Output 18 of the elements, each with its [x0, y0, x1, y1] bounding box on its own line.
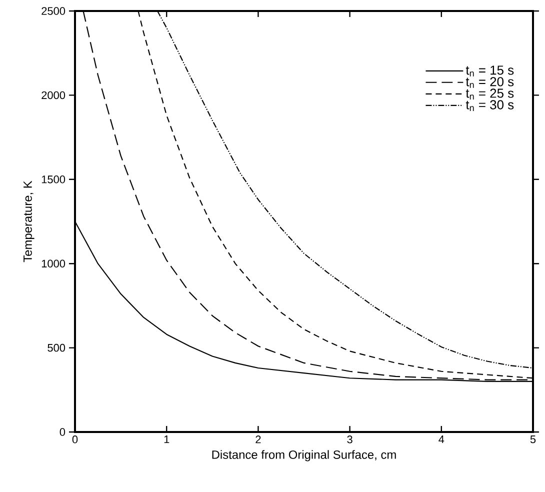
- y-tick-label: 500: [48, 344, 66, 352]
- y-tick-label: 2500: [42, 7, 66, 15]
- y-tick-label: 1500: [42, 176, 66, 184]
- x-tick-label: 2: [256, 436, 261, 444]
- x-tick-label: 0: [72, 436, 78, 444]
- legend-label: t$_{n}$ = 25 s: [466, 88, 514, 100]
- legend-label: t$_{n}$ = 30 s: [466, 100, 514, 112]
- x-tick-label: 3: [347, 436, 352, 444]
- y-tick-label: 1000: [42, 260, 66, 268]
- y-tick-label: 0: [60, 428, 66, 436]
- x-axis-title: Distance from Original Surface, cm: [212, 450, 396, 462]
- legend-label: t$_{n}$ = 20 s: [466, 77, 514, 88]
- legend-label: t$_{n}$ = 15 s: [466, 66, 514, 76]
- x-tick-label: 4: [438, 436, 444, 444]
- x-tick-label: 1: [164, 436, 170, 444]
- y-axis-title: Temperature, K: [24, 180, 34, 262]
- x-tick-label: 5: [530, 436, 536, 444]
- y-tick-label: 2000: [42, 91, 66, 100]
